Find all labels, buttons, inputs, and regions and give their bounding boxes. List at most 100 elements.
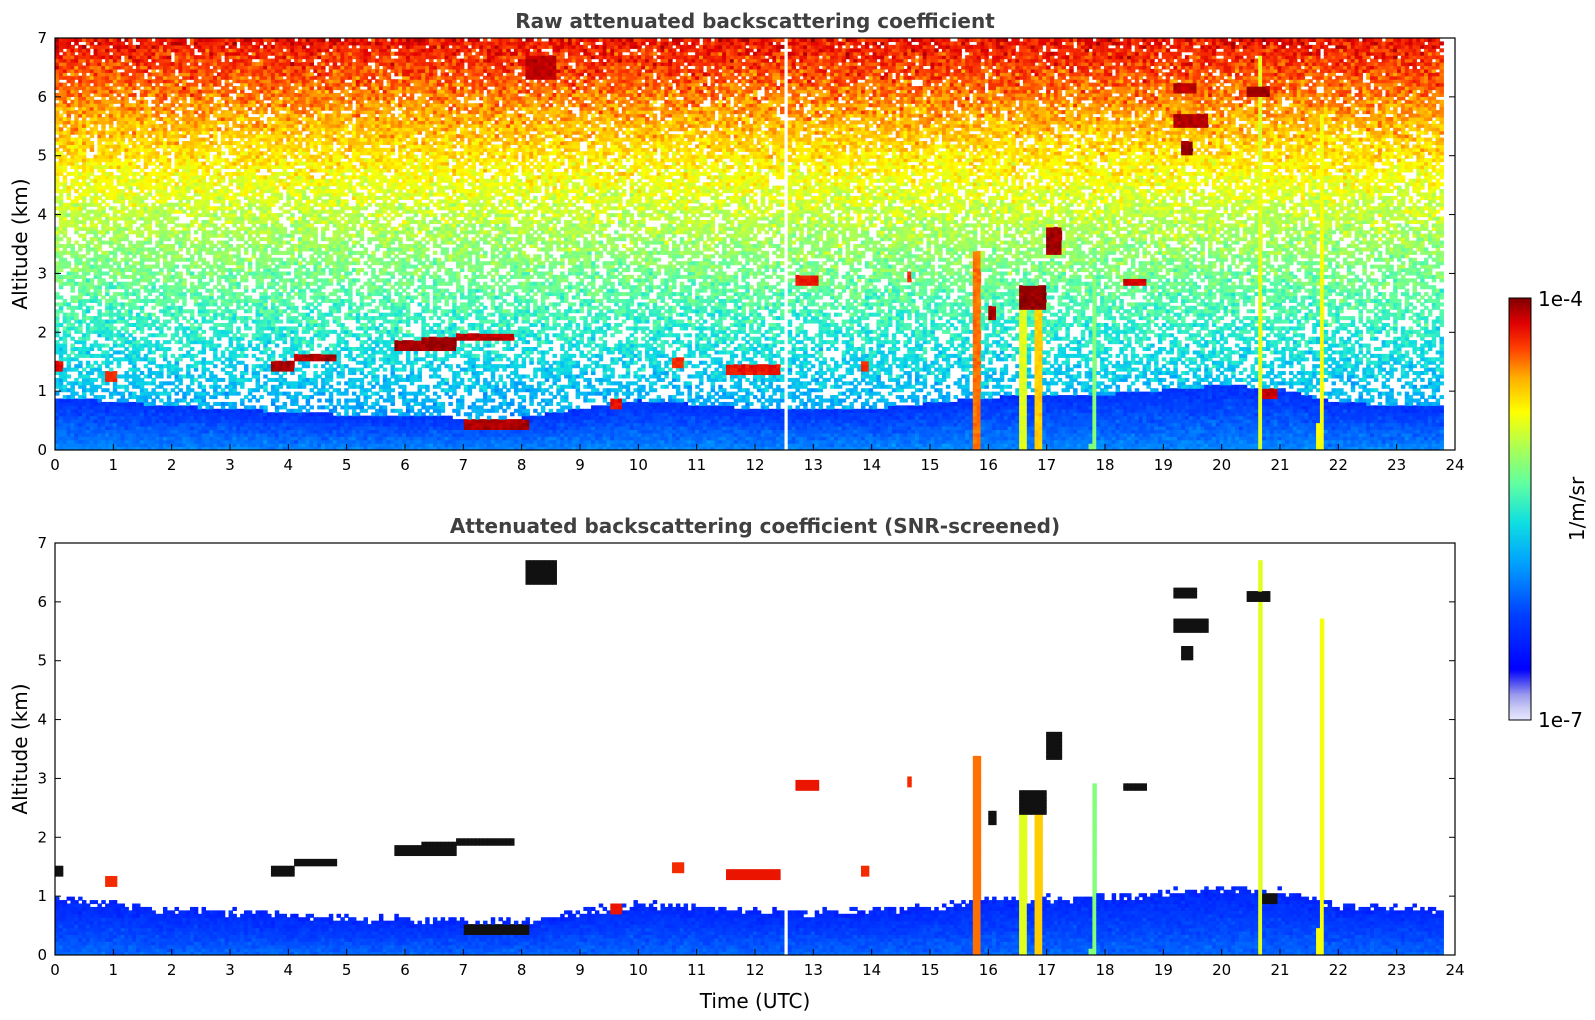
raw-cell (117, 261, 121, 265)
raw-cell (225, 96, 229, 100)
raw-cell (205, 83, 209, 87)
raw-cell (67, 189, 71, 193)
raw-cell (144, 395, 148, 399)
raw-cell (113, 278, 117, 282)
raw-cell (175, 172, 179, 176)
raw-cell (175, 62, 179, 66)
raw-cell (248, 271, 252, 275)
raw-cell (256, 168, 260, 172)
raw-cell (217, 217, 221, 221)
raw-cell (94, 65, 98, 69)
raw-cell (63, 72, 67, 76)
raw-cell (163, 158, 167, 162)
raw-cell (221, 426, 225, 430)
raw-cell (186, 333, 190, 337)
raw-cell (248, 151, 252, 155)
raw-cell (182, 168, 186, 172)
raw-cell (86, 285, 90, 289)
raw-cell (132, 206, 136, 210)
raw-cell (244, 168, 248, 172)
raw-cell (263, 79, 267, 83)
raw-cell (229, 271, 233, 275)
raw-cell (78, 296, 82, 300)
raw-cell (117, 165, 121, 169)
raw-cell (148, 86, 152, 90)
raw-cell (90, 203, 94, 207)
raw-cell (159, 268, 163, 272)
raw-cell (248, 203, 252, 207)
raw-cell (59, 344, 63, 348)
raw-cell (182, 96, 186, 100)
raw-cell (128, 83, 132, 87)
raw-cell (267, 333, 271, 337)
raw-cell (205, 65, 209, 69)
raw-cell (175, 65, 179, 69)
raw-cell (90, 196, 94, 200)
raw-cell (136, 429, 140, 433)
raw-cell (256, 107, 260, 111)
raw-cell (263, 261, 267, 265)
raw-cell (105, 251, 109, 255)
raw-cell (213, 354, 217, 358)
raw-cell (267, 265, 271, 269)
raw-cell (136, 399, 140, 403)
raw-cell (90, 316, 94, 320)
raw-cell (178, 340, 182, 344)
raw-cell (117, 234, 121, 238)
raw-cell (86, 354, 90, 358)
raw-cell (167, 158, 171, 162)
raw-cell (70, 86, 74, 90)
raw-cell (194, 275, 198, 279)
raw-cell (70, 48, 74, 52)
raw-cell (124, 131, 128, 135)
raw-cell (205, 41, 209, 45)
raw-cell (159, 285, 163, 289)
raw-cell (97, 103, 101, 107)
raw-cell (148, 107, 152, 111)
raw-cell (229, 302, 233, 306)
raw-cell (229, 90, 233, 94)
raw-cell (155, 261, 159, 265)
raw-cell (252, 254, 256, 258)
raw-cell (86, 337, 90, 341)
raw-cell (178, 412, 182, 416)
raw-cell (94, 247, 98, 251)
raw-cell (263, 72, 267, 76)
raw-cell (202, 282, 206, 286)
raw-cell (155, 392, 159, 396)
raw-cell (229, 162, 233, 166)
raw-cell (225, 426, 229, 430)
raw-cell (198, 199, 202, 203)
raw-cell (59, 374, 63, 378)
raw-cell (148, 289, 152, 293)
raw-cell (240, 292, 244, 296)
raw-cell (155, 217, 159, 221)
raw-cell (94, 412, 98, 416)
raw-cell (74, 381, 78, 385)
raw-cell (194, 392, 198, 396)
raw-cell (171, 302, 175, 306)
raw-cell (109, 107, 113, 111)
raw-cell (113, 79, 117, 83)
raw-cell (232, 261, 236, 265)
raw-cell (256, 433, 260, 437)
raw-cell (109, 138, 113, 142)
raw-cell (140, 416, 144, 420)
raw-cell (78, 206, 82, 210)
raw-cell (148, 120, 152, 124)
raw-cell (259, 179, 263, 183)
raw-cell (171, 206, 175, 210)
raw-cell (148, 151, 152, 155)
raw-cell (59, 38, 63, 42)
raw-cell (178, 423, 182, 427)
raw-cell (86, 426, 90, 430)
raw-cell (82, 292, 86, 296)
raw-cell (140, 213, 144, 217)
raw-cell (182, 110, 186, 114)
raw-cell (240, 423, 244, 427)
raw-cell (113, 223, 117, 227)
raw-cell (151, 275, 155, 279)
raw-cell (202, 165, 206, 169)
raw-cell (205, 124, 209, 128)
raw-cell (236, 79, 240, 83)
